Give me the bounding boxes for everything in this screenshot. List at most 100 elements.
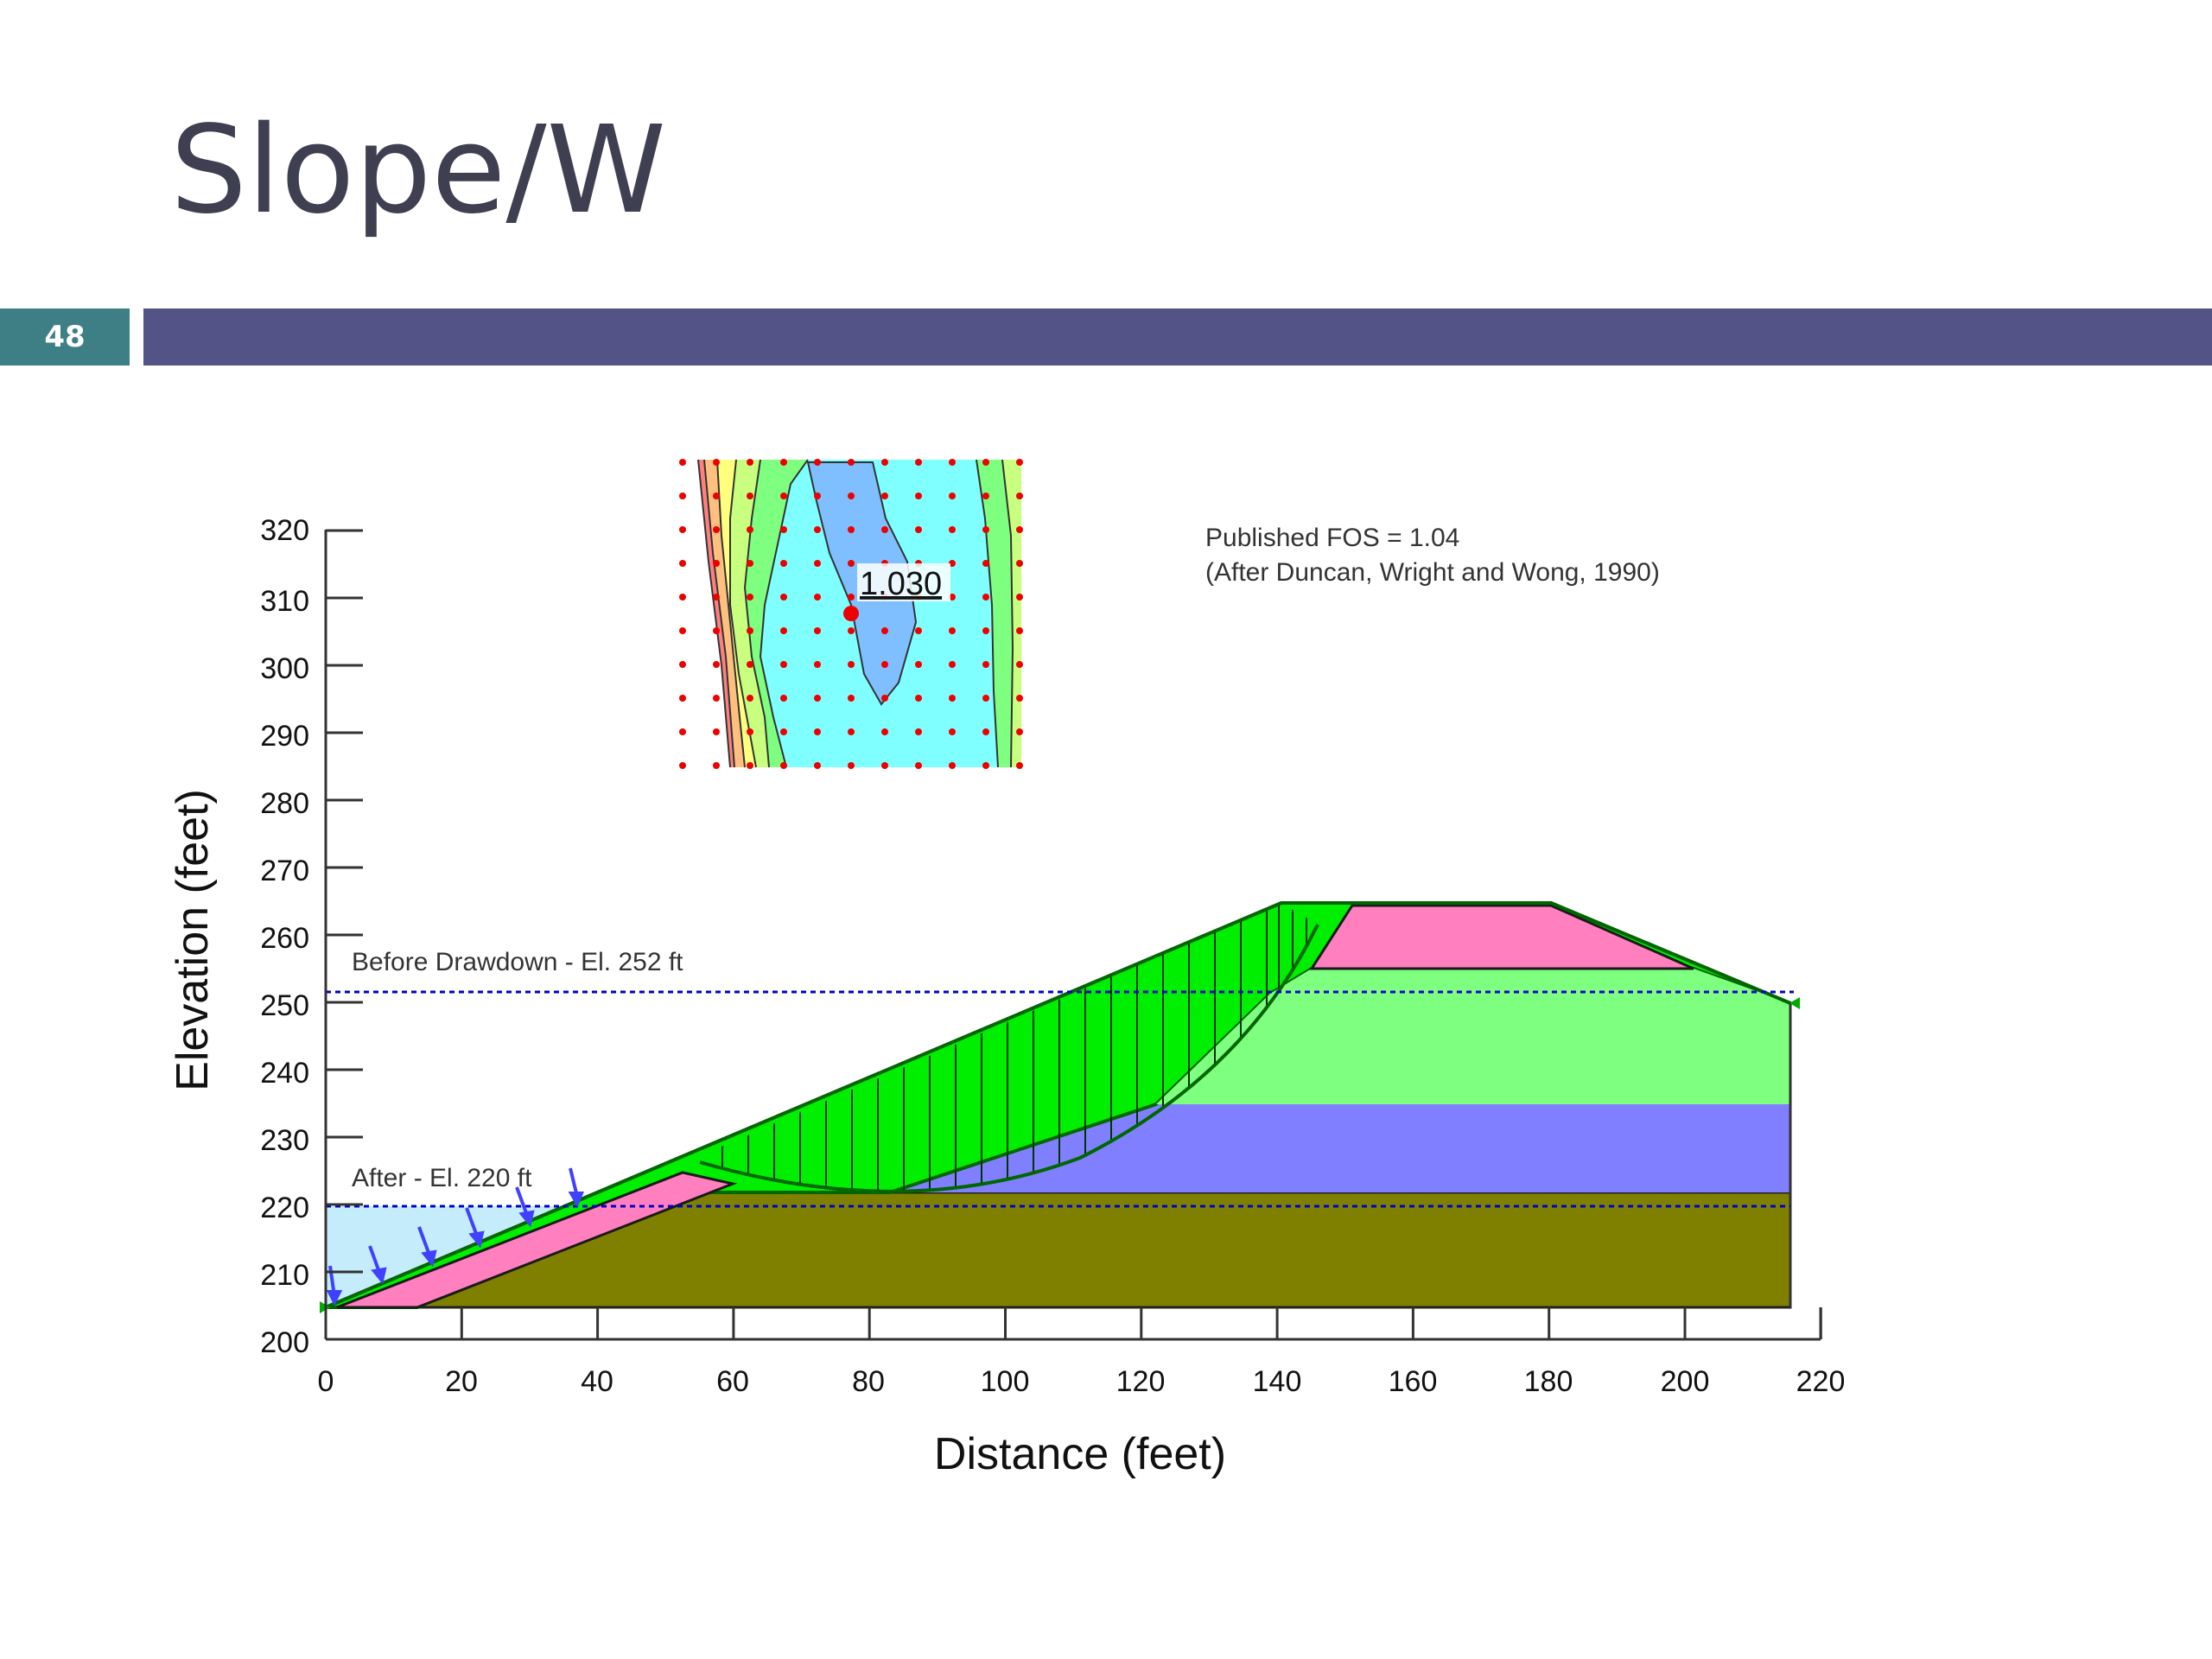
grid-point xyxy=(982,560,989,567)
fos-contour-grid: 1.030 xyxy=(679,459,1023,769)
x-tick-label: 160 xyxy=(1389,1365,1438,1398)
grid-point xyxy=(780,762,787,769)
grid-point xyxy=(881,695,888,702)
grid-point xyxy=(1016,526,1023,533)
grid-point xyxy=(814,728,821,735)
critical-fos-label: 1.030 xyxy=(860,566,942,602)
grid-point xyxy=(713,661,720,668)
grid-point xyxy=(780,526,787,533)
grid-point xyxy=(1016,594,1023,601)
y-axis-title: Elevation (feet) xyxy=(168,789,218,1091)
clay-layer xyxy=(665,1104,1790,1192)
grid-point xyxy=(679,762,686,769)
grid-point xyxy=(780,493,787,499)
grid-point xyxy=(747,560,753,567)
grid-point xyxy=(949,493,956,499)
grid-point xyxy=(747,493,753,499)
grid-point xyxy=(713,560,720,567)
grid-point xyxy=(780,594,787,601)
grid-point xyxy=(915,695,922,702)
grid-point xyxy=(747,762,753,769)
grid-point xyxy=(814,526,821,533)
grid-point xyxy=(949,661,956,668)
y-tick-label: 280 xyxy=(260,787,309,820)
grid-point xyxy=(747,627,753,634)
grid-point xyxy=(814,661,821,668)
grid-point xyxy=(1016,627,1023,634)
y-tick-label: 270 xyxy=(260,855,309,887)
grid-point xyxy=(679,493,686,499)
title-divider-bar xyxy=(143,308,2212,365)
y-axis-ticks xyxy=(326,529,363,1341)
crest-block xyxy=(1309,904,1694,970)
grid-point xyxy=(881,728,888,735)
grid-point xyxy=(982,695,989,702)
grid-point xyxy=(713,627,720,634)
y-tick-label: 220 xyxy=(260,1192,309,1224)
grid-point xyxy=(949,728,956,735)
before-drawdown-label: Before Drawdown - El. 252 ft xyxy=(352,948,683,976)
y-tick-label: 260 xyxy=(260,922,309,955)
grid-point xyxy=(982,762,989,769)
grid-point xyxy=(848,526,855,533)
grid-point xyxy=(881,526,888,533)
grid-point xyxy=(780,661,787,668)
grid-point xyxy=(780,728,787,735)
grid-point xyxy=(881,661,888,668)
grid-point xyxy=(848,594,855,601)
x-tick-label: 40 xyxy=(581,1365,613,1398)
x-tick-label: 100 xyxy=(981,1365,1030,1398)
y-tick-label: 240 xyxy=(260,1057,309,1090)
grid-point xyxy=(848,762,855,769)
grid-point xyxy=(780,627,787,634)
grid-point xyxy=(982,594,989,601)
x-tick-label: 120 xyxy=(1116,1365,1166,1398)
grid-point xyxy=(747,594,753,601)
grid-point xyxy=(780,459,787,466)
y-tick-label: 320 xyxy=(260,514,309,547)
x-tick-labels: 0 20 40 60 80 100 120 140 160 180 200 22… xyxy=(318,1365,1846,1398)
x-axis-ticks xyxy=(324,1307,1822,1339)
grid-point xyxy=(713,695,720,702)
grid-point xyxy=(848,459,855,466)
grid-point xyxy=(915,627,922,634)
slip-surface xyxy=(699,924,1319,1193)
grid-point xyxy=(713,459,720,466)
grid-point xyxy=(915,661,922,668)
page-number-badge: 48 xyxy=(0,308,130,365)
y-tick-label: 310 xyxy=(260,585,309,618)
critical-centre-point xyxy=(843,606,859,621)
grid-point xyxy=(915,728,922,735)
x-tick-label: 60 xyxy=(716,1365,749,1398)
grid-point xyxy=(1016,493,1023,499)
reference-label: (After Duncan, Wright and Wong, 1990) xyxy=(1205,558,1660,587)
x-tick-label: 80 xyxy=(852,1365,885,1398)
grid-point xyxy=(814,594,821,601)
grid-point xyxy=(848,661,855,668)
x-axis-title: Distance (feet) xyxy=(934,1429,1226,1479)
grid-point xyxy=(848,560,855,567)
grid-point xyxy=(679,560,686,567)
grid-point xyxy=(881,627,888,634)
grid-point xyxy=(747,728,753,735)
x-tick-label: 140 xyxy=(1253,1365,1302,1398)
grid-point xyxy=(1016,695,1023,702)
grid-point xyxy=(1016,728,1023,735)
grid-point xyxy=(679,695,686,702)
grid-point xyxy=(949,762,956,769)
grid-point xyxy=(679,526,686,533)
pressure-arrows xyxy=(326,1167,584,1306)
x-tick-label: 0 xyxy=(318,1365,334,1398)
grid-point xyxy=(747,526,753,533)
y-tick-label: 230 xyxy=(260,1124,309,1157)
x-tick-label: 220 xyxy=(1796,1365,1846,1398)
grid-point xyxy=(881,762,888,769)
grid-point xyxy=(982,728,989,735)
grid-point xyxy=(982,661,989,668)
grid-point xyxy=(848,493,855,499)
grid-centre-points xyxy=(679,459,1023,769)
grid-point xyxy=(881,459,888,466)
grid-point xyxy=(713,762,720,769)
grid-point xyxy=(780,695,787,702)
grid-point xyxy=(1016,459,1023,466)
